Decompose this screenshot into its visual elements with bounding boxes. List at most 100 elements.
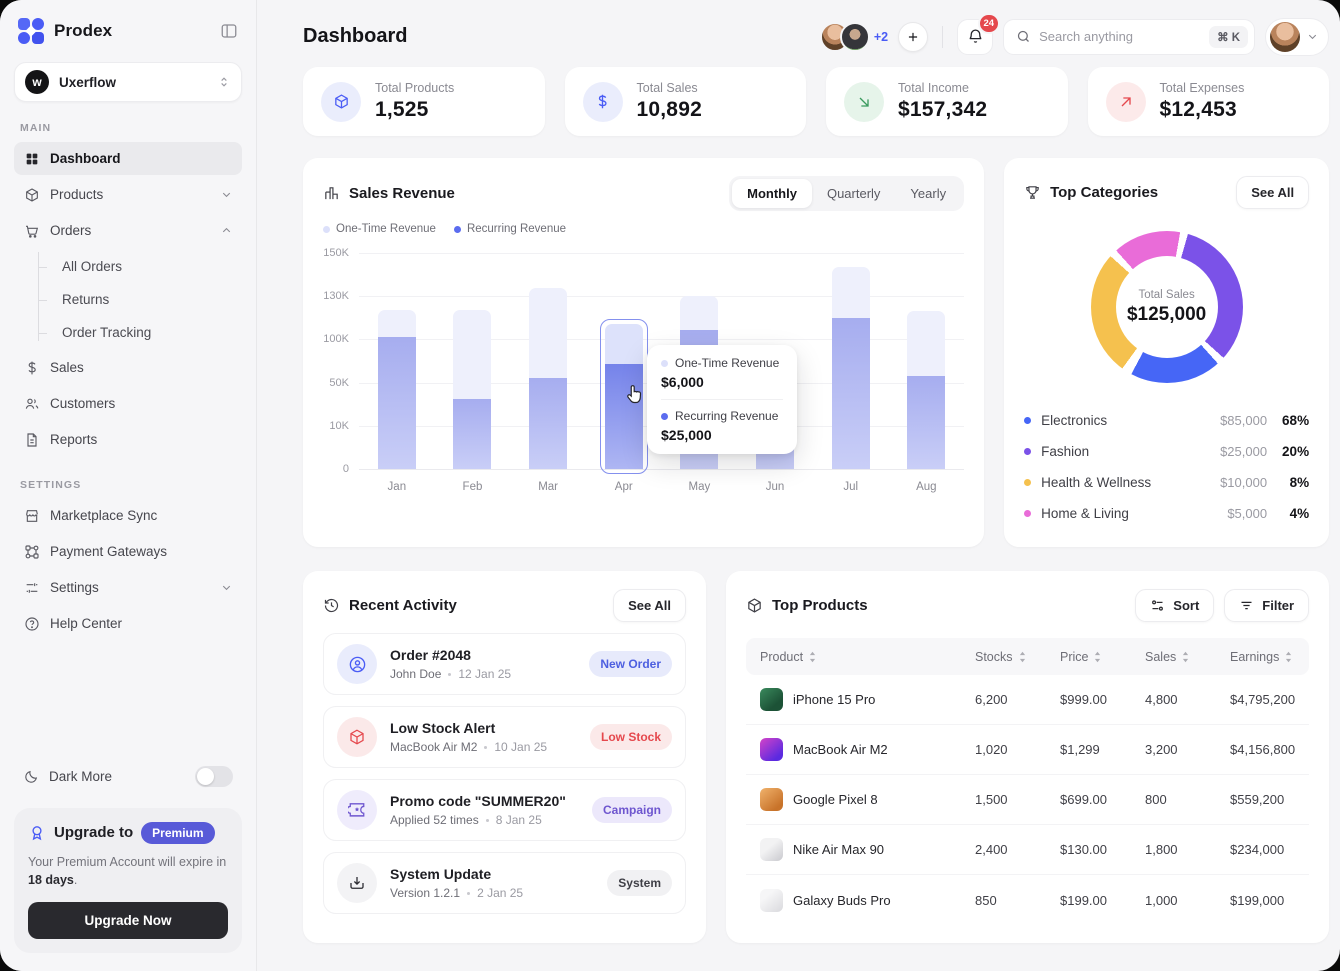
workspace-selector[interactable]: w Uxerflow xyxy=(14,62,242,102)
sidebar-item-reports[interactable]: Reports xyxy=(14,423,242,456)
sidebar-item-order-tracking[interactable]: Order Tracking xyxy=(14,316,242,349)
sidebar-item-sales[interactable]: Sales xyxy=(14,351,242,384)
notifications-button[interactable]: 24 xyxy=(957,12,1001,55)
add-member-button[interactable] xyxy=(898,21,929,52)
donut-center: Total Sales $125,000 xyxy=(1091,231,1243,383)
sidebar-item-label: Help Center xyxy=(50,616,123,631)
sidebar-item-orders[interactable]: Orders xyxy=(14,214,242,247)
donut-center-value: $125,000 xyxy=(1126,303,1207,325)
help-circle-icon xyxy=(23,616,40,632)
category-dot xyxy=(1024,510,1032,517)
stat-label: Total Income xyxy=(898,81,969,95)
grid-icon xyxy=(23,151,40,167)
bar-group-aug[interactable] xyxy=(888,253,964,469)
page-title: Dashboard xyxy=(303,25,408,47)
profile-menu[interactable] xyxy=(1265,17,1330,56)
category-row[interactable]: Health & Wellness $10,000 8% xyxy=(1024,467,1309,498)
stat-label: Total Expenses xyxy=(1159,81,1245,95)
search-input[interactable] xyxy=(1039,29,1202,44)
see-all-categories-button[interactable]: See All xyxy=(1236,176,1310,209)
search-shortcut-hint: ⌘ K xyxy=(1209,25,1249,48)
category-row[interactable]: Electronics $85,000 68% xyxy=(1024,405,1309,436)
medal-icon xyxy=(28,824,46,842)
recent-activity-card: Recent Activity See All Order #2048 John… xyxy=(303,571,706,943)
table-row[interactable]: iPhone 15 Pro 6,200 $999.00 4,800 $4,795… xyxy=(746,675,1310,725)
tab-yearly[interactable]: Yearly xyxy=(910,186,947,201)
donut-center-label: Total Sales xyxy=(1138,288,1195,301)
top-products-card: Top Products Sort Filter P xyxy=(726,571,1330,943)
column-header-stocks[interactable]: Stocks xyxy=(975,650,1060,664)
tab-quarterly[interactable]: Quarterly xyxy=(826,186,881,201)
storefront-icon xyxy=(23,508,40,524)
sidebar-item-customers[interactable]: Customers xyxy=(14,387,242,420)
filter-button[interactable]: Filter xyxy=(1224,589,1310,622)
category-dot xyxy=(1024,479,1032,486)
bar-group-jan[interactable] xyxy=(359,253,435,469)
categories-donut-chart[interactable]: Total Sales $125,000 xyxy=(1090,231,1243,383)
sidebar-item-label: Payment Gateways xyxy=(50,544,168,559)
legend-recurring[interactable]: Recurring Revenue xyxy=(453,223,566,235)
table-row[interactable]: Google Pixel 8 1,500 $699.00 800 $559,20… xyxy=(746,775,1310,825)
sidebar-item-settings[interactable]: Settings xyxy=(14,571,242,604)
column-header-product[interactable]: Product xyxy=(760,650,975,664)
history-clock-icon xyxy=(323,597,340,614)
sidebar-item-help-center[interactable]: Help Center xyxy=(14,607,242,640)
column-header-sales[interactable]: Sales xyxy=(1145,650,1230,664)
stat-value: 10,892 xyxy=(636,98,702,121)
upgrade-now-button[interactable]: Upgrade Now xyxy=(28,902,228,939)
sidebar-item-all-orders[interactable]: All Orders xyxy=(14,250,242,283)
category-row[interactable]: Fashion $25,000 20% xyxy=(1024,436,1309,467)
legend-one-time[interactable]: One-Time Revenue xyxy=(323,223,436,235)
dark-mode-row: Dark More xyxy=(14,760,242,794)
table-row[interactable]: Nike Air Max 90 2,400 $130.00 1,800 $234… xyxy=(746,825,1310,875)
activity-item[interactable]: Promo code "SUMMER20" Applied 52 times 8 … xyxy=(323,779,686,841)
sidebar-item-label: Dashboard xyxy=(50,151,121,166)
team-avatars[interactable]: +2 xyxy=(819,21,888,52)
dark-mode-toggle[interactable] xyxy=(195,766,233,787)
package-icon xyxy=(321,81,361,122)
bar-group-jul[interactable] xyxy=(813,253,889,469)
activity-item[interactable]: Order #2048 John Doe 12 Jan 25 New Order xyxy=(323,633,686,695)
x-axis-labels: Jan Feb Mar Apr May Jun Jul Aug xyxy=(387,481,937,493)
stat-card-total-income: Total Income $157,342 xyxy=(826,67,1068,136)
see-all-activity-button[interactable]: See All xyxy=(613,589,686,622)
brand-name: Prodex xyxy=(54,21,113,40)
sidebar-item-returns[interactable]: Returns xyxy=(14,283,242,316)
stat-value: 1,525 xyxy=(375,98,429,121)
bar-group-feb[interactable] xyxy=(435,253,511,469)
tooltip-value: $6,000 xyxy=(661,374,704,390)
column-header-earnings[interactable]: Earnings xyxy=(1230,650,1295,664)
status-badge: System xyxy=(607,870,672,896)
divider xyxy=(942,25,944,48)
product-thumbnail xyxy=(760,688,783,711)
nodes-icon xyxy=(23,544,40,560)
card-title: Recent Activity xyxy=(349,597,457,614)
section-label-settings: SETTINGS xyxy=(20,479,82,491)
sales-bar-chart: 150K 130K 100K 50K 10K 0 One-Time Revenue $6,… xyxy=(323,248,965,474)
user-circle-icon xyxy=(337,644,377,684)
sidebar-item-dashboard[interactable]: Dashboard xyxy=(14,142,242,175)
sidebar-item-payment-gateways[interactable]: Payment Gateways xyxy=(14,535,242,568)
stats-row: Total Products 1,525 Total Sales 10,892 To… xyxy=(303,67,1330,136)
prodex-logo-icon xyxy=(18,18,44,44)
activity-item[interactable]: Low Stock Alert MacBook Air M2 10 Jan 25 … xyxy=(323,706,686,768)
activity-item[interactable]: System Update Version 1.2.1 2 Jan 25 Syst… xyxy=(323,852,686,914)
chevron-down-icon xyxy=(1306,30,1319,43)
bar-group-mar[interactable] xyxy=(510,253,586,469)
sidebar-item-marketplace-sync[interactable]: Marketplace Sync xyxy=(14,499,242,532)
tab-monthly[interactable]: Monthly xyxy=(732,179,812,208)
column-header-price[interactable]: Price xyxy=(1060,650,1145,664)
search-bar[interactable]: ⌘ K xyxy=(1003,18,1256,55)
table-row[interactable]: MacBook Air M2 1,020 $1,299 3,200 $4,156… xyxy=(746,725,1310,775)
upgrade-description: Your Premium Account will expire in 18 d… xyxy=(28,854,227,888)
range-tabs: Monthly Quarterly Yearly xyxy=(729,176,965,211)
sidebar-item-label: Marketplace Sync xyxy=(50,508,158,523)
sort-button[interactable]: Sort xyxy=(1135,589,1215,622)
product-thumbnail xyxy=(760,788,783,811)
category-row[interactable]: Home & Living $5,000 4% xyxy=(1024,498,1309,529)
sidebar-collapse-icon[interactable] xyxy=(220,22,238,40)
sales-revenue-card: Sales Revenue Monthly Quarterly Yearly O… xyxy=(303,158,985,547)
sidebar-item-products[interactable]: Products xyxy=(14,178,242,211)
upgrade-title: Upgrade to xyxy=(54,824,134,841)
table-row[interactable]: Galaxy Buds Pro 850 $199.00 1,000 $199,0… xyxy=(746,875,1309,925)
